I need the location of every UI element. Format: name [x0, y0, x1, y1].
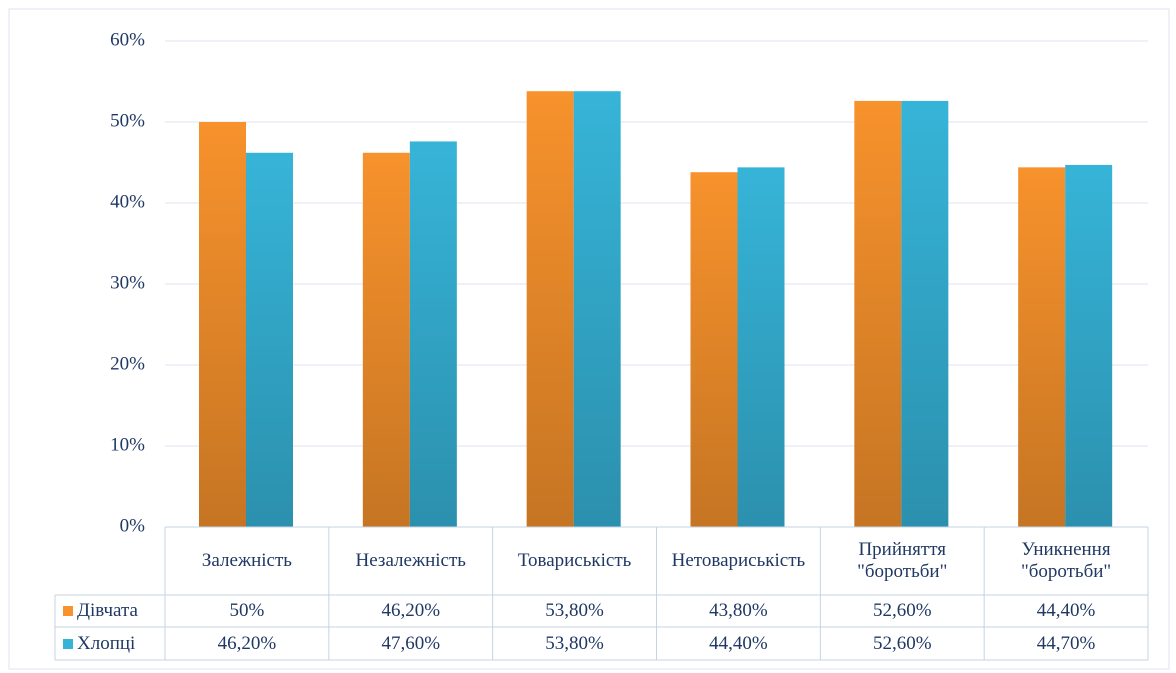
- legend-entry: Хлопці: [55, 627, 165, 660]
- data-label: 44,40%: [709, 632, 768, 654]
- bar-shade: [246, 152, 293, 527]
- x-tick-label: Уникнення "боротьби": [1020, 539, 1112, 582]
- y-tick-label: 40%: [110, 191, 145, 212]
- bar-shade: [573, 91, 621, 527]
- y-tick-label: 60%: [110, 29, 145, 50]
- legend-entry: Дівчата: [55, 595, 165, 627]
- data-label: 52,60%: [872, 600, 932, 621]
- bar-shade: [854, 100, 902, 527]
- y-tick-label: 20%: [110, 353, 145, 374]
- x-tick-label: Незалежність: [355, 550, 466, 571]
- bar-shade: [737, 167, 785, 528]
- chart-border: [8, 8, 1170, 670]
- data-label: 47,60%: [381, 632, 441, 654]
- bar-shade: [1018, 167, 1066, 528]
- data-label: 52,60%: [872, 632, 932, 654]
- legend-label: Дівчата: [77, 600, 138, 621]
- bar-shade: [409, 141, 457, 527]
- data-label: 44,40%: [1036, 600, 1096, 621]
- data-label: 43,80%: [709, 600, 768, 621]
- data-label: 44,70%: [1036, 632, 1096, 654]
- x-tick-label: Прийняття "боротьби": [857, 539, 948, 582]
- data-label: 53,80%: [545, 600, 604, 621]
- legend-label: Хлопці: [77, 632, 136, 654]
- legend-swatch: [63, 606, 73, 616]
- data-label: 53,80%: [545, 632, 604, 654]
- bar-shade: [362, 152, 410, 527]
- y-tick-label: 30%: [110, 272, 145, 293]
- bar-shade: [690, 172, 738, 527]
- bar-shade: [199, 122, 246, 527]
- legend-swatch: [63, 638, 73, 649]
- bar-shade: [526, 91, 574, 527]
- y-tick-label: 10%: [110, 434, 145, 455]
- x-tick-label: Залежність: [201, 550, 292, 571]
- bar-shade: [901, 100, 949, 527]
- data-label: 46,20%: [217, 632, 277, 654]
- bar-shade: [1065, 164, 1113, 527]
- data-label: 50%: [229, 600, 265, 621]
- y-tick-label: 50%: [110, 110, 145, 131]
- x-tick-label: Нетовариськість: [671, 550, 806, 571]
- data-label: 46,20%: [381, 600, 441, 621]
- x-tick-label: Товариськість: [517, 550, 632, 571]
- y-tick-label: 0%: [120, 515, 146, 536]
